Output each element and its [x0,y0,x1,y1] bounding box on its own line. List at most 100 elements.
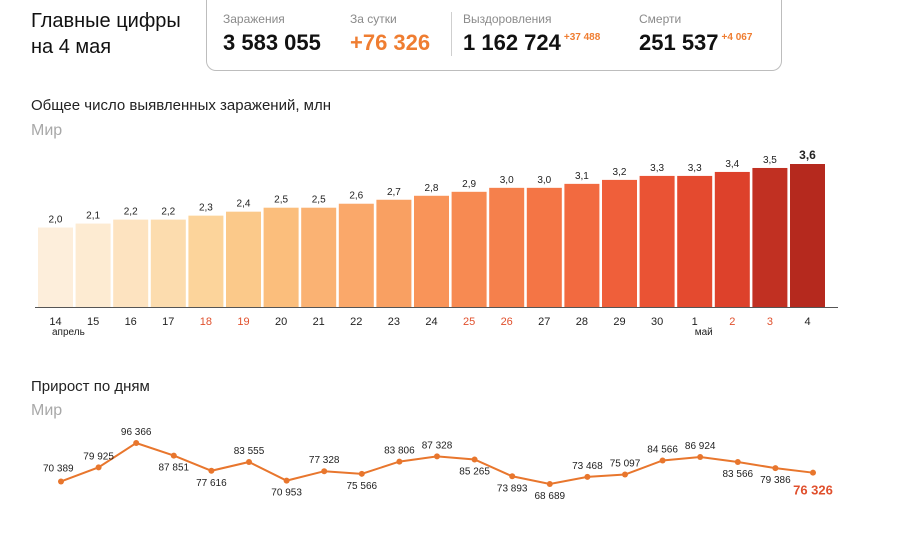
stat-recovered-delta: +37 488 [563,32,601,43]
month-label: май [695,327,713,338]
bar [150,219,186,307]
bar [602,179,637,307]
stat-deaths-label: Смерти [639,12,682,26]
bar [188,215,224,307]
bar [263,207,299,307]
line-point [734,458,741,465]
bar-value-label: 2,2 [161,207,175,218]
stat-infections: Заражения 3 583 055 [223,11,321,56]
line-value-label: 83 806 [384,446,415,457]
line-point [509,473,516,480]
line-point [208,467,215,474]
bar-value-label: 3,3 [650,163,664,174]
bar [752,167,788,307]
bar-chart-title: Общее число выявленных заражений, млн [31,97,332,114]
line-point [584,473,591,480]
stat-day-label: За сутки [350,12,397,26]
bar [564,183,600,307]
line-point [246,458,252,465]
x-tick-label: 23 [388,316,400,328]
x-tick-label: 17 [162,316,174,328]
x-tick-label: 22 [350,316,362,328]
bar [790,164,825,307]
bar [376,199,412,307]
x-tick-label: 20 [275,316,287,328]
line-point [133,440,140,446]
x-tick-label: 25 [463,316,475,328]
bar [451,191,487,307]
line-value-label: 73 893 [497,483,528,494]
line-value-label: 77 616 [196,478,227,489]
x-tick-label: 19 [237,316,249,328]
line-value-label: 79 925 [83,451,114,462]
bar [489,187,525,307]
line-point [283,477,290,484]
bar-value-label: 3,0 [537,175,551,186]
bar [75,223,111,307]
bar-value-label: 2,6 [349,191,363,202]
bar-value-label: 2,9 [462,179,476,190]
bar-value-label: 3,5 [763,155,777,166]
line-value-label: 75 566 [347,481,378,492]
x-tick-label: 14 [49,316,61,328]
line-chart-title: Прирост по дням [31,378,150,395]
line-value-label: 84 566 [647,444,678,455]
bar [301,207,337,307]
line-point [95,464,102,471]
line-value-label: 73 468 [572,461,603,472]
x-tick-label: 16 [125,316,137,328]
bar [226,211,261,307]
key-stats-panel: Заражения 3 583 055 За сутки +76 326 Выз… [206,0,782,71]
bar [526,187,562,307]
line-value-label: 83 566 [723,469,754,480]
date-text: на 4 мая [31,36,112,58]
stat-recovered-value: 1 162 724 [463,30,561,55]
line-point [772,465,779,472]
line-value-label: 86 924 [685,441,716,452]
x-tick-label: 26 [501,316,513,328]
x-tick-label: 28 [576,316,588,328]
bar-value-label: 2,3 [199,203,213,214]
bar [714,171,750,307]
stat-infections-value: 3 583 055 [223,30,321,55]
line-chart-subtitle: Мир [31,402,63,419]
bar-value-label: 2,7 [387,187,401,198]
bar-value-label: 3,6 [799,148,816,162]
line-point [546,481,553,487]
line-value-label: 70 389 [43,463,74,474]
line-point [622,471,628,478]
bar [414,195,449,307]
stat-recovered-label: Выздоровления [463,12,552,26]
line-value-label: 83 555 [234,446,265,457]
x-tick-label: 4 [804,316,810,328]
line-value-label: 87 328 [422,440,453,451]
line-point [697,453,704,460]
line-value-label: 75 097 [610,459,641,470]
month-label: апрель [52,327,85,338]
line-point [434,453,440,460]
x-tick-label: 24 [425,316,437,328]
x-tick-label: 27 [538,316,550,328]
x-tick-label: 18 [200,316,212,328]
x-tick-label: 15 [87,316,99,328]
bar [338,203,374,307]
stat-infections-label: Заражения [223,12,285,26]
page-title: Главные цифры на 4 мая [31,8,201,60]
bar-value-label: 3,4 [725,159,739,170]
x-tick-label: 29 [613,316,625,328]
x-tick-label: 2 [729,316,735,328]
bar-value-label: 3,2 [613,167,627,178]
line-value-label: 87 851 [159,463,190,474]
line-value-label: 76 326 [793,483,833,498]
stat-day: За сутки +76 326 [350,11,430,56]
stat-day-value: +76 326 [350,30,431,55]
line-point [471,456,478,463]
bar [38,227,73,307]
line-point [810,469,816,476]
line-point [358,470,365,477]
line-value-label: 70 953 [271,488,302,499]
bar [677,175,713,307]
x-tick-label: 3 [767,316,773,328]
